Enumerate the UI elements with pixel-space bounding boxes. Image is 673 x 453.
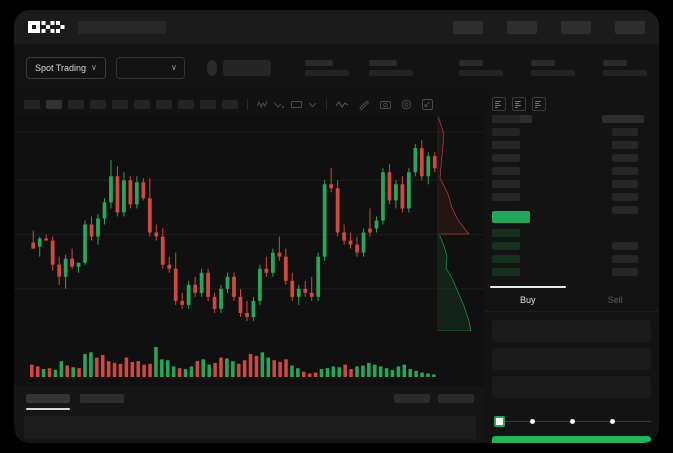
ask-row <box>492 180 520 188</box>
order-form-tabs: Buy Sell <box>484 286 659 312</box>
timeframe-15m[interactable] <box>68 99 84 109</box>
stat-volume <box>603 60 647 76</box>
bottom-action-1[interactable] <box>394 394 430 403</box>
ask-size <box>612 193 638 201</box>
orderbook-last-price-highlight <box>492 211 530 223</box>
orders-table-body <box>24 416 476 439</box>
ask-row <box>492 154 520 162</box>
bid-size <box>612 268 638 276</box>
okx-logo[interactable] <box>28 21 66 33</box>
ask-size <box>612 206 638 214</box>
stat-high <box>459 60 503 76</box>
indicator-icon[interactable] <box>257 100 268 109</box>
timeframe-1mo[interactable] <box>178 99 194 109</box>
nav-item-2[interactable] <box>507 20 537 34</box>
order-price-field[interactable] <box>492 320 651 342</box>
ask-size <box>612 167 638 175</box>
tab-order-history[interactable] <box>80 394 124 410</box>
nav-item-1[interactable] <box>453 20 483 34</box>
orderbook-header-right <box>602 115 644 123</box>
timeframe-more[interactable] <box>222 99 238 109</box>
chevron-down-icon: ∨ <box>170 63 177 72</box>
timeframe-caret-icon[interactable] <box>308 100 317 109</box>
ask-size <box>612 128 638 136</box>
fullscreen-icon[interactable] <box>422 98 433 110</box>
tab-sell[interactable]: Sell <box>607 294 623 305</box>
bid-row <box>492 242 520 250</box>
order-amount-slider[interactable] <box>494 416 651 428</box>
orders-panel <box>14 386 484 443</box>
chart-toolbar <box>14 92 484 116</box>
orderbook-panel: Buy Sell <box>484 92 659 443</box>
ask-row <box>492 167 520 175</box>
camera-icon[interactable] <box>380 99 391 110</box>
stat-change <box>369 60 413 76</box>
nav-item-3[interactable] <box>561 20 591 34</box>
slider-step-75[interactable] <box>610 419 615 424</box>
trading-mode-label: Spot Trading <box>35 63 87 73</box>
ask-size <box>612 180 638 188</box>
bid-size <box>612 255 638 263</box>
app-screen: Spot Trading ∨ ∨ <box>14 10 659 443</box>
ask-row <box>492 128 520 136</box>
settings-gear-icon[interactable] <box>401 99 412 110</box>
orderbook-view-toggles <box>484 92 659 115</box>
line-chart-icon[interactable] <box>336 100 349 109</box>
bottom-action-2[interactable] <box>438 394 474 403</box>
slider-handle[interactable] <box>494 416 505 427</box>
coin-avatar-icon <box>206 60 218 76</box>
orderbook-rows[interactable] <box>484 115 659 285</box>
orderbook-bids-icon[interactable] <box>512 97 526 111</box>
pair-select-dropdown[interactable]: ∨ <box>115 57 185 79</box>
order-total-field[interactable] <box>492 376 651 398</box>
tab-buy[interactable]: Buy <box>484 286 572 311</box>
stat-low <box>531 60 575 76</box>
pair-name-placeholder[interactable] <box>223 60 271 76</box>
volume-chart[interactable] <box>14 331 484 386</box>
ask-row <box>492 141 520 149</box>
stat-price <box>305 60 349 76</box>
orderbook-both-icon[interactable] <box>492 97 506 111</box>
top-navigation <box>14 10 659 44</box>
chevron-down-icon: ∨ <box>91 63 97 72</box>
timeframe-1m[interactable] <box>24 99 40 109</box>
slider-step-50[interactable] <box>570 419 575 424</box>
toolbar-divider <box>247 98 248 110</box>
ask-size <box>612 154 638 162</box>
timeframe-1h[interactable] <box>90 99 106 109</box>
timeframe-1w[interactable] <box>156 99 172 109</box>
tab-open-orders[interactable] <box>26 394 70 410</box>
orderbook-asks-icon[interactable] <box>532 97 546 111</box>
market-bar: Spot Trading ∨ ∨ <box>14 44 659 92</box>
nav-item-4[interactable] <box>615 20 645 34</box>
ask-row <box>492 115 520 123</box>
nav-search-placeholder[interactable] <box>78 20 166 34</box>
slider-step-25[interactable] <box>530 419 535 424</box>
buy-submit-button[interactable] <box>492 436 651 443</box>
ask-size <box>612 141 638 149</box>
drawing-tools-icon[interactable] <box>359 99 370 110</box>
slider-track <box>499 421 651 422</box>
chart-type-icon[interactable] <box>274 100 285 109</box>
bid-size <box>612 242 638 250</box>
order-amount-field[interactable] <box>492 348 651 370</box>
bid-row <box>492 229 520 237</box>
ask-row <box>492 193 520 201</box>
candlestick-chart[interactable] <box>14 116 484 331</box>
trading-mode-dropdown[interactable]: Spot Trading ∨ <box>26 57 106 79</box>
timeframe-1d[interactable] <box>134 99 150 109</box>
toolbar-divider-2 <box>326 98 327 110</box>
timeframe-all[interactable] <box>200 99 216 109</box>
bid-row <box>492 268 520 276</box>
bid-row <box>492 255 520 263</box>
timeframe-4h[interactable] <box>112 99 128 109</box>
timeframe-5m[interactable] <box>46 99 62 109</box>
compare-icon[interactable] <box>291 100 302 109</box>
